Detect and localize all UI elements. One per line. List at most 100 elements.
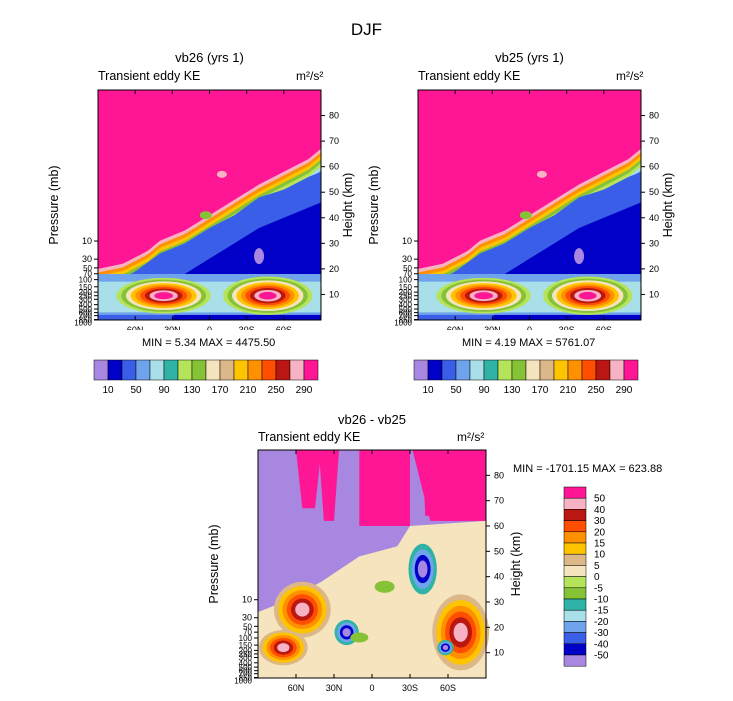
height-tick-label: 50 [494, 546, 504, 556]
panel-vb26-variable-label: Transient eddy KE [98, 69, 201, 83]
colorbar-box [563, 565, 587, 577]
colorbar-box [623, 359, 639, 381]
pressure-tick-label: 100 [399, 276, 413, 285]
height-tick-label: 40 [329, 213, 339, 223]
diff-min-contour [342, 628, 351, 637]
colorbar-box [563, 542, 587, 555]
feature-small [519, 211, 532, 220]
pressure-tick-label: 200 [399, 288, 413, 297]
colorbar-box [563, 531, 587, 544]
feature-small [374, 580, 395, 593]
x-tick-label: 0 [527, 325, 532, 330]
colorbar-label: -50 [594, 651, 609, 662]
height-tick-label: 60 [329, 162, 339, 172]
colorbar-box [563, 509, 587, 521]
height-tick-label: 70 [329, 136, 339, 146]
field-positive-finger [296, 450, 322, 509]
pressure-tick-label: 600 [79, 309, 93, 318]
height-tick-label: 60 [494, 521, 504, 531]
x-tick-label: 30N [484, 325, 501, 330]
feature-small [254, 248, 265, 265]
colorbar-box [609, 359, 625, 381]
colorbar-box [567, 359, 583, 381]
colorbar-label: 210 [240, 385, 257, 396]
colorbar-label: -30 [594, 628, 609, 639]
colorbar-box [563, 598, 587, 611]
height-tick-label: 20 [649, 264, 659, 274]
pressure-tick-label: 700 [399, 312, 413, 321]
x-tick-label: 60S [596, 325, 612, 330]
colorbar-label: -10 [594, 595, 609, 606]
pressure-tick-label: 250 [399, 292, 413, 301]
contour-fields [98, 90, 321, 320]
colorbar-box [539, 359, 555, 381]
contour-fields [418, 90, 641, 320]
height-tick-label: 10 [329, 289, 339, 299]
pressure-tick-label: 150 [239, 641, 253, 650]
pressure-tick-label: 150 [399, 283, 413, 292]
pressure-tick-label: 100 [79, 276, 93, 285]
colorbar-label: 0 [594, 572, 600, 583]
panel-vb25-title: vb25 (yrs 1) [495, 50, 564, 65]
colorbar-label: 210 [560, 385, 577, 396]
feature-small [350, 632, 369, 643]
contour-fields [258, 450, 490, 678]
pressure-tick-label: 850 [399, 315, 413, 324]
x-tick-label: 60N [288, 683, 305, 693]
colorbar-box [563, 587, 587, 600]
x-tick-label: 30N [164, 325, 181, 330]
pressure-tick-label: 70 [243, 628, 252, 637]
colorbar-box [553, 359, 569, 381]
colorbar-box [135, 359, 151, 381]
colorbar-box [303, 359, 319, 381]
panel-diff-variable-label: Transient eddy KE [258, 430, 361, 444]
height-tick-label: 70 [649, 136, 659, 146]
y2-axis-label: Height (km) [341, 173, 355, 238]
panel-vb25-minmax: MIN = 4.19 MAX = 5761.07 [462, 337, 596, 349]
height-tick-label: 80 [329, 111, 339, 121]
y-axis-label: Pressure (mb) [47, 165, 61, 244]
colorbar-box [563, 632, 587, 645]
feature-small [536, 170, 547, 178]
colorbar-label: 130 [184, 385, 201, 396]
height-tick-label: 50 [649, 187, 659, 197]
jet-contour [578, 291, 597, 300]
pressure-tick-label: 30 [242, 613, 252, 623]
pressure-tick-label: 700 [79, 312, 93, 321]
pressure-tick-label: 600 [399, 309, 413, 318]
pressure-tick-label: 500 [239, 663, 253, 672]
colorbar-label: -20 [594, 617, 609, 628]
colorbar-label: 40 [594, 505, 606, 516]
pressure-tick-label: 50 [243, 622, 252, 631]
colorbar-label: 15 [594, 539, 606, 550]
colorbar-box [563, 609, 587, 622]
colorbar-label: -15 [594, 606, 609, 617]
pressure-tick-label: 300 [239, 653, 253, 662]
colorbar-box [563, 553, 587, 566]
pressure-tick-label: 30 [82, 254, 92, 264]
pressure-tick-label: 400 [79, 301, 93, 310]
colorbar-label: -5 [594, 583, 603, 594]
x-tick-label: 30S [559, 325, 575, 330]
pressure-tick-label: 50 [403, 264, 412, 273]
colorbar-label: 90 [158, 385, 170, 396]
diff-min-contour [417, 560, 428, 578]
panel-vb25-plot: 60N 30N 0 30S 60S102030405060708010305070100… [367, 89, 675, 330]
colorbar-box [121, 359, 137, 381]
panel-diff-minmax: MIN = -1701.15 MAX = 623.88 [513, 463, 663, 475]
pressure-tick-label: 200 [239, 646, 253, 655]
colorbar-label: 20 [594, 527, 606, 538]
colorbar-label: 130 [504, 385, 521, 396]
x-tick-label: 60N [127, 325, 144, 330]
x-tick-label: 0 [369, 683, 374, 693]
height-tick-label: 10 [494, 648, 504, 658]
pressure-tick-label: 10 [402, 236, 412, 246]
x-tick-label: 30N [326, 683, 343, 693]
pressure-tick-label: 1000 [234, 677, 252, 686]
colorbar-box [581, 359, 597, 381]
x-tick-label: 0 [207, 325, 212, 330]
height-tick-label: 30 [329, 238, 339, 248]
panel-vb26-colorbar: 10 50 90 130 170 210 250 290 [93, 359, 319, 396]
field-positive [440, 450, 486, 521]
colorbar-label: 10 [102, 385, 114, 396]
